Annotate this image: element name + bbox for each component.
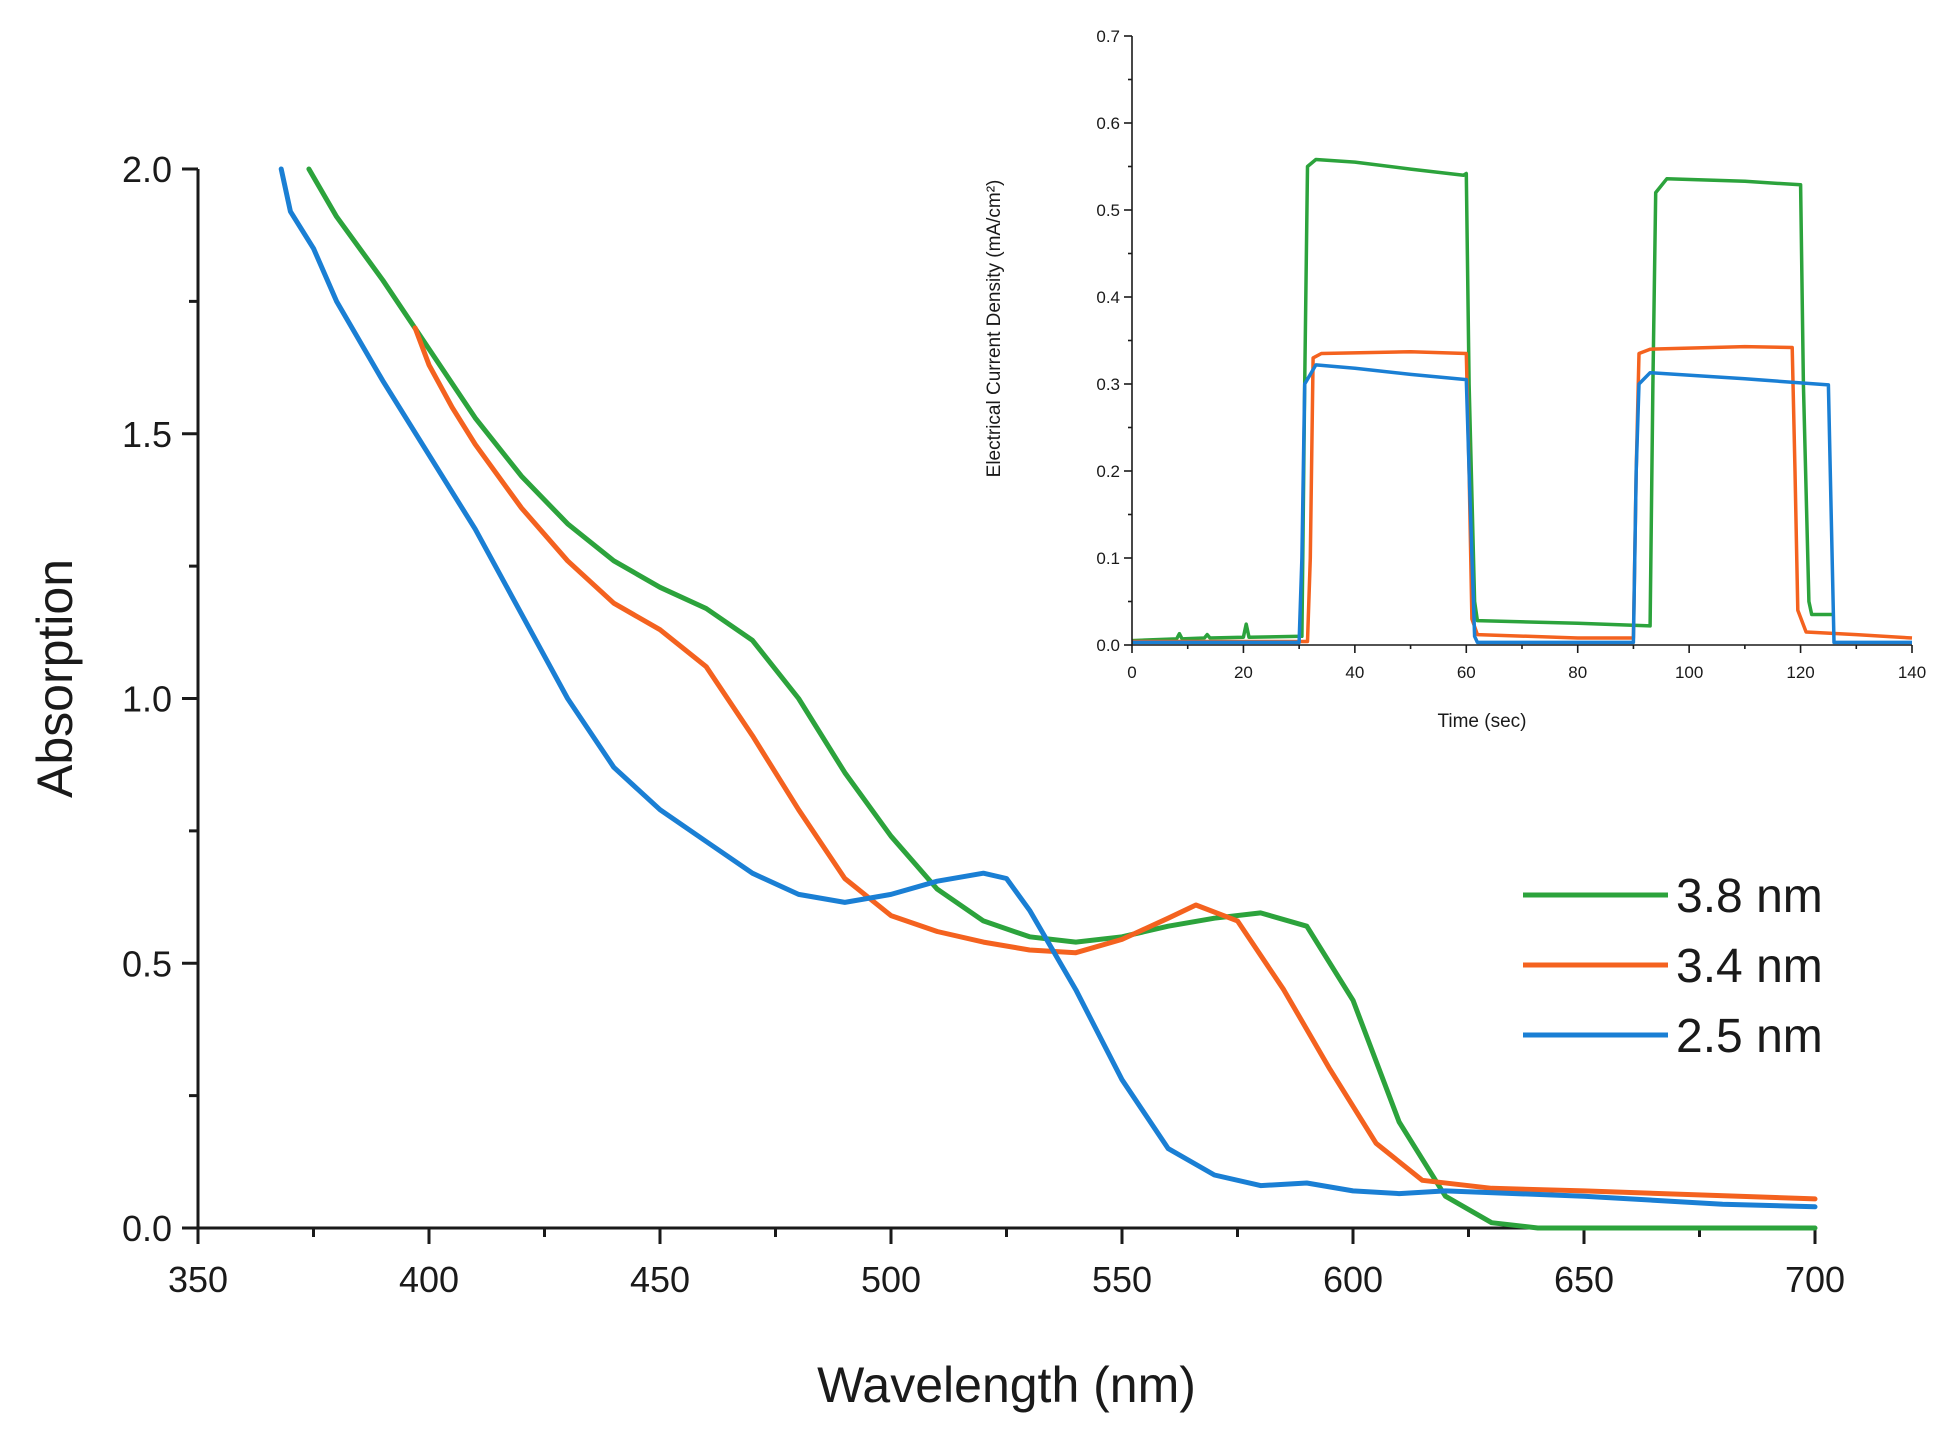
inset-y-tick-label: 0.0	[1096, 636, 1120, 655]
main-y-axis-title: Absorption	[27, 559, 83, 798]
inset-series-3-8-nm	[1131, 157, 1834, 643]
inset-series-3-4-nm	[1132, 344, 1913, 644]
inset-x-tick-label: 0	[1127, 663, 1136, 682]
main-x-tick-label: 550	[1092, 1259, 1152, 1300]
legend: 3.8 nm 3.4 nm 2.5 nm	[1523, 870, 1823, 1063]
main-plot: 350 400 450 500 550 600 650 7000.00.51.01.52.0W…	[27, 149, 1845, 1413]
main-y-tick-label: 0.5	[122, 943, 172, 984]
main-x-tick-label: 400	[399, 1259, 459, 1300]
main-series-2-5-nm	[278, 166, 1818, 1210]
main-x-axis-title: Wavelength (nm)	[817, 1357, 1196, 1413]
main-x-tick-label: 700	[1785, 1259, 1845, 1300]
inset-y-tick-label: 0.4	[1096, 288, 1120, 307]
main-y-tick-label: 2.0	[122, 149, 172, 190]
inset-x-tick-label: 120	[1786, 663, 1814, 682]
inset-x-tick-label: 80	[1568, 663, 1587, 682]
legend-label-3-4-nm: 3.4 nm	[1676, 940, 1823, 993]
main-y-tick-label: 1.0	[122, 679, 172, 720]
main-x-tick-label: 500	[861, 1259, 921, 1300]
main-y-tick-label: 1.5	[122, 414, 172, 455]
main-series-3-8-nm	[306, 166, 1818, 1231]
inset-y-tick-label: 0.2	[1096, 462, 1120, 481]
inset-x-tick-label: 60	[1457, 663, 1476, 682]
inset-y-tick-label: 0.7	[1096, 27, 1120, 46]
inset-y-tick-label: 0.3	[1096, 375, 1120, 394]
inset-plot: 0 20 40 60 80 100 120 140 0.0 0.1 0.2 0.3 0.4 0.5 0.6 0…	[984, 27, 1926, 732]
main-series-3-4-nm	[412, 325, 1818, 1202]
main-y-tick-label: 0.0	[122, 1208, 172, 1249]
inset-y-tick-label: 0.6	[1096, 114, 1120, 133]
inset-x-tick-label: 140	[1898, 663, 1926, 682]
inset-y-tick-label: 0.1	[1096, 549, 1120, 568]
main-x-tick-label: 650	[1554, 1259, 1614, 1300]
main-x-tick-label: 600	[1323, 1259, 1383, 1300]
inset-y-axis-title: Electrical Current Density (mA/cm²)	[984, 180, 1005, 478]
inset-x-tick-label: 40	[1345, 663, 1364, 682]
inset-x-tick-label: 20	[1234, 663, 1253, 682]
main-x-tick-label: 450	[630, 1259, 690, 1300]
legend-label-2-5-nm: 2.5 nm	[1676, 1010, 1823, 1063]
inset-series-2-5-nm	[1132, 363, 1912, 645]
inset-x-tick-label: 100	[1675, 663, 1703, 682]
main-axes	[196, 169, 1815, 1230]
inset-y-tick-label: 0.5	[1096, 201, 1120, 220]
inset-x-axis-title: Time (sec)	[1437, 711, 1526, 732]
legend-label-3-8-nm: 3.8 nm	[1676, 870, 1823, 923]
main-x-tick-label: 350	[168, 1259, 228, 1300]
